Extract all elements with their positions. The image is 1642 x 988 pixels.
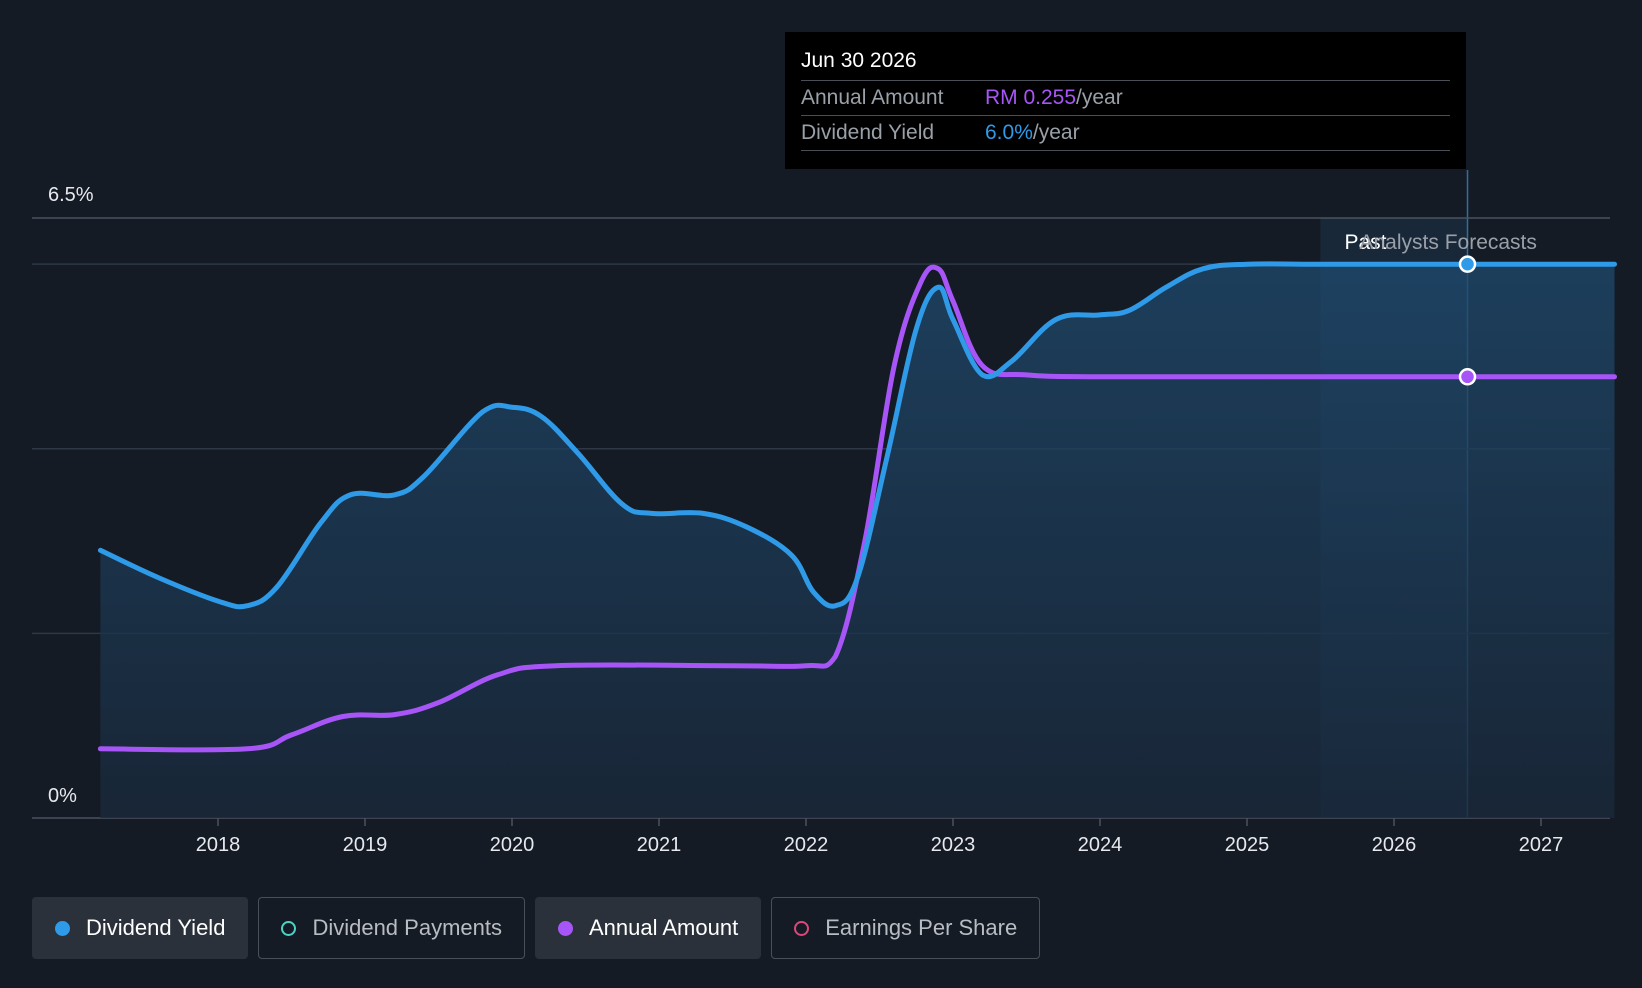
- x-tick-label: 2024: [1078, 834, 1123, 856]
- x-tick-label: 2027: [1519, 834, 1564, 856]
- tooltip-label: Annual Amount: [801, 86, 944, 109]
- tooltip-row-annual-amount: Annual Amount RM 0.255 /year: [801, 80, 1450, 115]
- x-tick-label: 2023: [931, 834, 976, 856]
- x-tick-label: 2025: [1225, 834, 1270, 856]
- tooltip-label: Dividend Yield: [801, 121, 935, 144]
- legend-earnings-per-share[interactable]: Earnings Per Share: [771, 897, 1041, 959]
- tooltip-value: 6.0%: [985, 121, 1033, 144]
- region-label-forecast: Analysts Forecasts: [1360, 231, 1537, 254]
- legend-annual-amount[interactable]: Annual Amount: [534, 897, 762, 959]
- x-tick-label: 2018: [196, 834, 241, 856]
- legend-dividend-payments[interactable]: Dividend Payments: [258, 897, 525, 959]
- legend-dot-icon: [281, 920, 297, 936]
- highlight-point-dividend-yield: [1458, 255, 1477, 273]
- yield-area: [100, 263, 1615, 818]
- legend-dot-icon: [794, 920, 810, 936]
- legend-label: Dividend Yield: [86, 915, 226, 940]
- series-line-dividend-yield: [97, 261, 1617, 610]
- legend-label: Annual Amount: [588, 915, 739, 940]
- chart-legend: Dividend Yield Dividend Payments Annual …: [32, 897, 1041, 959]
- y-tick-label-bottom: 0%: [48, 785, 77, 807]
- chart-area: 6.5% 0% 2018 2019 2020 2021 2022 2023 2024 2025 20…: [32, 170, 1617, 856]
- tooltip-value: RM 0.255: [985, 86, 1077, 109]
- tooltip-unit: /year: [1076, 86, 1123, 109]
- chart-tooltip: Jun 30 2026 Annual Amount RM 0.255 /year…: [785, 32, 1466, 169]
- legend-dividend-yield[interactable]: Dividend Yield: [32, 897, 249, 959]
- tooltip-date: Jun 30 2026: [801, 49, 917, 72]
- legend-label: Earnings Per Share: [825, 915, 1018, 940]
- series-line-annual-amount: [97, 264, 1617, 753]
- y-tick-label-top: 6.5%: [48, 184, 94, 206]
- x-tick-label: 2020: [490, 834, 535, 856]
- legend-label: Dividend Payments: [312, 915, 502, 940]
- legend-dot-icon: [55, 920, 70, 936]
- x-tick-label: 2021: [637, 834, 682, 856]
- legend-dot-icon: [557, 920, 573, 936]
- dividend-chart: 6.5% 0% 2018 2019 2020 2021 2022 2023 2024 2025 20…: [32, 170, 1617, 856]
- highlight-point-annual-amount: [1458, 368, 1477, 386]
- x-tick-label: 2026: [1372, 834, 1417, 856]
- x-tick-label: 2019: [343, 834, 388, 856]
- region-label-past: Past: [1344, 231, 1386, 254]
- tooltip-unit: /year: [1032, 121, 1080, 144]
- x-tick-label: 2022: [784, 834, 829, 856]
- tooltip-row-dividend-yield: Dividend Yield 6.0% /year: [801, 115, 1450, 151]
